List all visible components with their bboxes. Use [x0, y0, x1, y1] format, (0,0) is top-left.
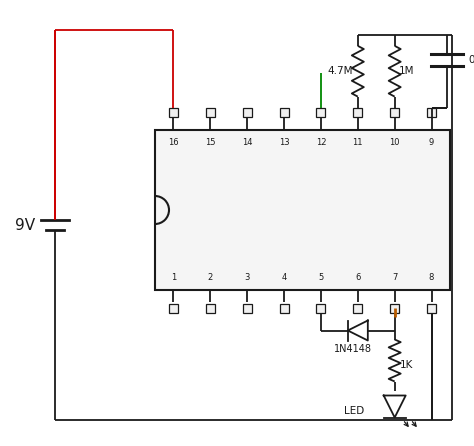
Bar — [243, 107, 252, 116]
Text: 1: 1 — [171, 273, 176, 282]
Text: 0.1μF: 0.1μF — [469, 55, 474, 65]
Bar — [390, 107, 399, 116]
Text: 10: 10 — [390, 138, 400, 147]
Bar — [169, 107, 178, 116]
Text: 5: 5 — [319, 273, 324, 282]
Text: 1M: 1M — [399, 66, 414, 76]
Bar — [390, 303, 399, 313]
Text: LED: LED — [345, 406, 365, 417]
Bar — [317, 107, 326, 116]
Text: 4.7M: 4.7M — [328, 66, 353, 76]
Text: 1K: 1K — [400, 360, 413, 371]
Text: 15: 15 — [205, 138, 216, 147]
Text: 4: 4 — [282, 273, 287, 282]
Text: 11: 11 — [353, 138, 363, 147]
Bar — [280, 303, 289, 313]
Bar — [206, 107, 215, 116]
Text: 13: 13 — [279, 138, 289, 147]
Bar — [169, 303, 178, 313]
Text: 14: 14 — [242, 138, 253, 147]
Bar — [353, 303, 362, 313]
Text: 7: 7 — [392, 273, 397, 282]
Bar — [155, 130, 450, 290]
Bar — [353, 107, 362, 116]
Text: 16: 16 — [168, 138, 179, 147]
Text: 9: 9 — [429, 138, 434, 147]
Text: 2: 2 — [208, 273, 213, 282]
Bar — [427, 107, 436, 116]
Bar — [427, 303, 436, 313]
Text: 6: 6 — [355, 273, 361, 282]
Text: 9V: 9V — [15, 218, 35, 232]
Text: 3: 3 — [245, 273, 250, 282]
Bar — [206, 303, 215, 313]
Bar — [243, 303, 252, 313]
Text: 1N4148: 1N4148 — [334, 344, 372, 355]
Bar — [317, 303, 326, 313]
Bar — [280, 107, 289, 116]
Text: 8: 8 — [429, 273, 434, 282]
Text: 12: 12 — [316, 138, 326, 147]
